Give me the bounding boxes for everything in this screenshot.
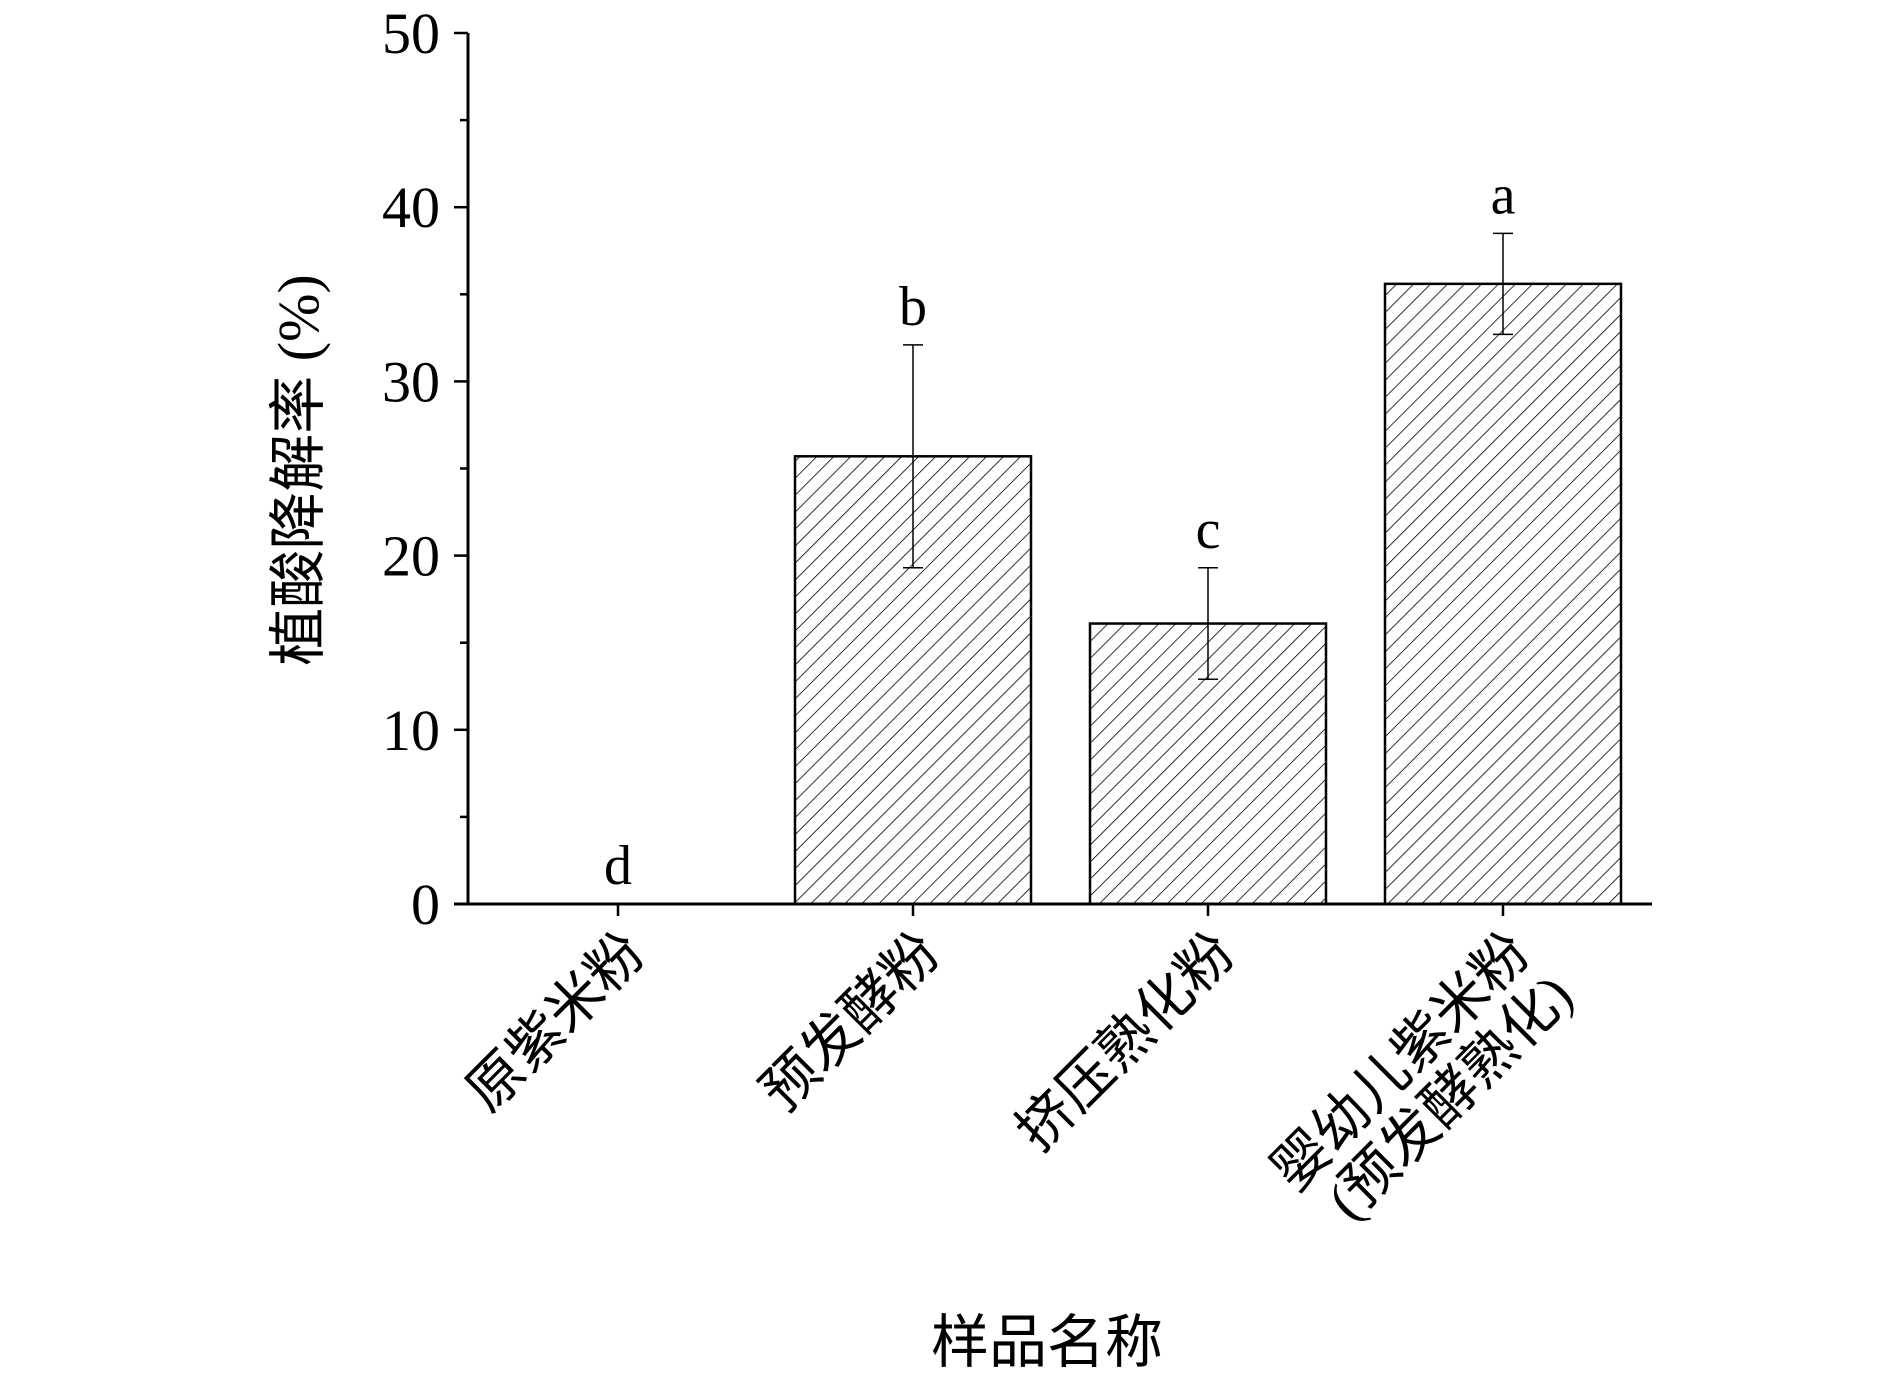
y-tick-label: 20 xyxy=(382,524,440,589)
x-tick-label-3: 挤压熟化粉 xyxy=(1005,921,1247,1163)
y-tick-label: 40 xyxy=(382,175,440,240)
x-tick-label-4: 婴幼儿紫米粉(预发酵熟化) xyxy=(1261,921,1585,1245)
significance-label-1: d xyxy=(604,835,632,897)
significance-label-4: a xyxy=(1491,164,1516,226)
x-tick-label-line: 挤压熟化粉 xyxy=(1005,921,1247,1163)
y-tick-label: 0 xyxy=(411,872,440,937)
bar-4 xyxy=(1383,282,1623,906)
y-tick-label: 30 xyxy=(382,349,440,414)
x-tick-label-2: 预发酵粉 xyxy=(750,921,952,1123)
x-axis-title: 样品名称 xyxy=(931,1310,1163,1375)
x-tick-label-1: 原紫米粉 xyxy=(455,921,657,1123)
y-tick-label: 10 xyxy=(382,698,440,763)
significance-label-2: b xyxy=(899,276,927,338)
significance-label-3: c xyxy=(1196,499,1221,561)
x-tick-label-line: 原紫米粉 xyxy=(455,921,657,1123)
plot-area: d b c a 0 10 20 30 40 50 原紫米粉 预发酵粉 挤压熟化粉 婴幼儿紫米粉(预发酵熟化… xyxy=(382,1,1652,1245)
y-axis-title: 植酸降解率 (%) xyxy=(266,274,331,665)
y-tick-label: 50 xyxy=(382,1,440,66)
x-tick-label-line: 预发酵粉 xyxy=(750,921,952,1123)
